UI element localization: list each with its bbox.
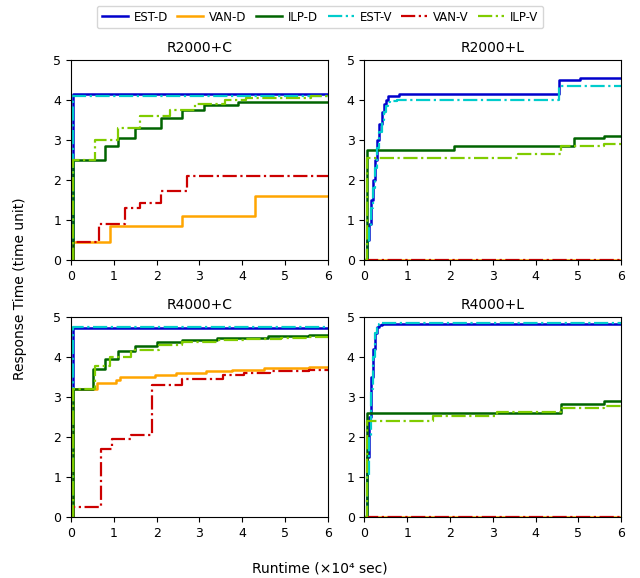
Title: R4000+C: R4000+C xyxy=(166,298,232,312)
Text: Runtime (×10⁴ sec): Runtime (×10⁴ sec) xyxy=(252,561,388,575)
Title: R2000+L: R2000+L xyxy=(461,41,525,55)
Legend: EST-D, VAN-D, ILP-D, EST-V, VAN-V, ILP-V: EST-D, VAN-D, ILP-D, EST-V, VAN-V, ILP-V xyxy=(97,6,543,28)
Title: R4000+L: R4000+L xyxy=(461,298,525,312)
Title: R2000+C: R2000+C xyxy=(166,41,232,55)
Text: Response Time (time unit): Response Time (time unit) xyxy=(13,198,27,380)
